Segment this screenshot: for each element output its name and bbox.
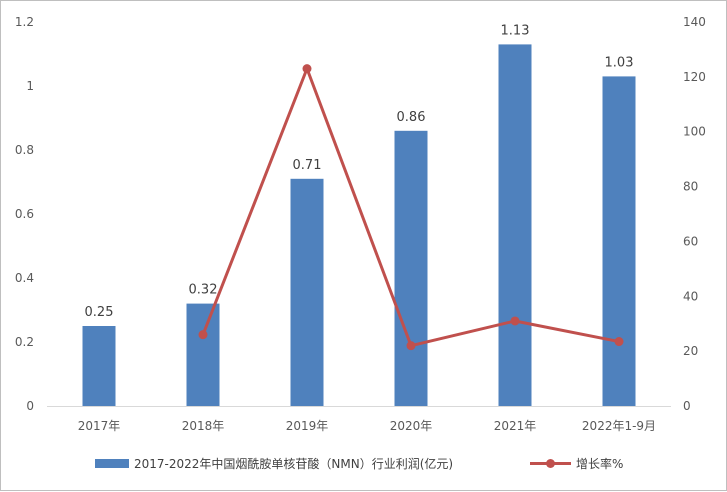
legend-bar-label: 2017-2022年中国烟酰胺单核苷酸（NMN）行业利润(亿元): [134, 456, 453, 471]
category-label: 2020年: [390, 419, 433, 433]
category-label: 2021年: [494, 419, 537, 433]
bar: [498, 44, 532, 407]
bar-data-label: 1.13: [501, 23, 530, 38]
growth-rate-point: [302, 64, 312, 74]
right-axis-tick-label: 80: [683, 180, 698, 194]
bar: [602, 76, 636, 407]
category-label: 2019年: [286, 419, 329, 433]
left-axis-tick-label: 0.2: [15, 335, 34, 349]
bar-data-labels: 0.25 0.32 0.71 0.86 1.13 1.03: [85, 23, 634, 320]
right-axis-tick-label: 0: [683, 399, 691, 413]
left-axis-tick-label: 0.6: [15, 207, 34, 221]
bar-data-label: 1.03: [605, 55, 634, 70]
legend-bar-swatch: [95, 459, 129, 468]
growth-rate-point: [406, 341, 416, 351]
right-axis-tick-label: 20: [683, 344, 698, 358]
right-axis-tick-label: 40: [683, 289, 698, 303]
left-axis-tick-label: 0.8: [15, 143, 34, 157]
left-axis-tick-label: 0: [26, 399, 34, 413]
bar: [290, 178, 324, 406]
left-axis-tick-labels: 0 0.2 0.4 0.6 0.8 1 1.2: [15, 15, 34, 413]
category-label: 2017年: [78, 419, 121, 433]
category-tick-labels: 2017年 2018年 2019年 2020年 2021年 2022年1-9月: [78, 419, 656, 433]
right-axis-tick-labels: 0 20 40 60 80 100 120 140: [683, 15, 706, 413]
growth-rate-point: [198, 330, 208, 340]
bar: [82, 326, 116, 406]
bar-data-label: 0.86: [397, 110, 426, 125]
right-axis-tick-label: 120: [683, 70, 706, 84]
bar-series: [82, 44, 636, 407]
bar-data-label: 0.71: [293, 158, 322, 173]
growth-rate-point: [510, 316, 520, 326]
left-axis-tick-label: 1.2: [15, 15, 34, 29]
growth-rate-series: [198, 64, 624, 351]
right-axis-tick-label: 100: [683, 125, 706, 139]
bar: [394, 130, 428, 407]
right-axis-tick-label: 60: [683, 234, 698, 248]
legend-line-label: 增长率%: [576, 456, 623, 471]
category-label: 2018年: [182, 419, 225, 433]
left-axis-tick-label: 0.4: [15, 271, 34, 285]
right-axis-tick-label: 140: [683, 15, 706, 29]
legend: 2017-2022年中国烟酰胺单核苷酸（NMN）行业利润(亿元) 增长率%: [95, 456, 623, 471]
left-axis-tick-label: 1: [26, 79, 34, 93]
growth-rate-point: [614, 337, 624, 347]
category-label: 2022年1-9月: [582, 419, 656, 433]
bar-data-label: 0.25: [85, 305, 114, 320]
legend-line-marker: [546, 459, 555, 468]
bar: [186, 303, 220, 406]
bar-data-label: 0.32: [189, 283, 218, 298]
